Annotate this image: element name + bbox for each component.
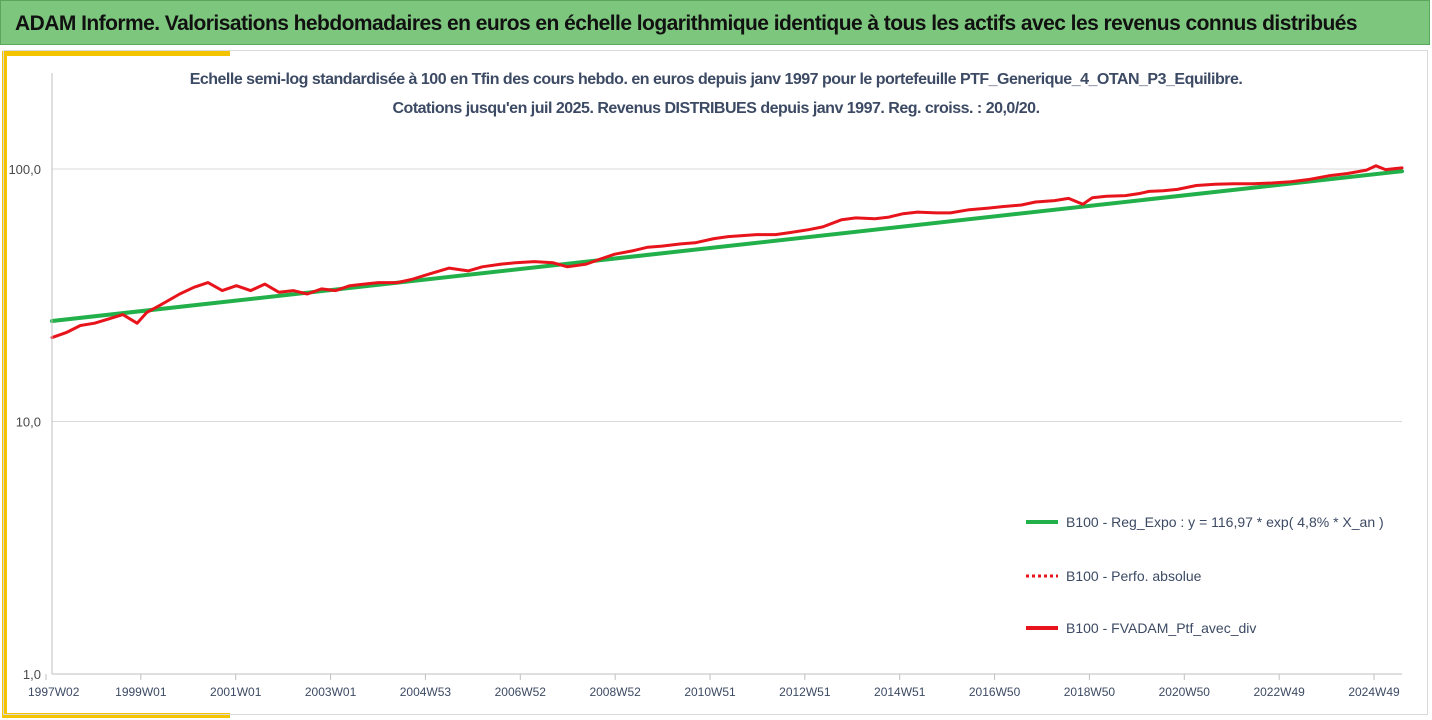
y-tick-label: 10,0 [16, 415, 41, 430]
chart-frame [3, 50, 1428, 715]
x-tick-label: 2024W49 [1348, 685, 1400, 699]
x-tick-label: 2004W53 [400, 685, 452, 699]
report-title: ADAM Informe. Valorisations hebdomadaire… [15, 12, 1358, 35]
accent-bar-bottom-left [2, 713, 230, 718]
y-tick-label: 1,0 [23, 667, 41, 682]
x-tick-label: 2006W52 [495, 685, 547, 699]
x-tick-label: 2010W51 [684, 685, 736, 699]
x-tick-label: 2014W51 [874, 685, 926, 699]
legend: B100 - Reg_Expo : y = 116,97 * exp( 4,8%… [1026, 514, 1384, 636]
legend-label: B100 - FVADAM_Ptf_avec_div [1066, 620, 1256, 636]
x-tick-label: 2003W01 [305, 685, 357, 699]
y-tick-label: 100,0 [8, 162, 41, 177]
plot-series [50, 164, 1404, 340]
x-tick-label: 2018W50 [1064, 685, 1116, 699]
accent-bar-left [2, 51, 7, 718]
legend-label: B100 - Perfo. absolue [1066, 568, 1202, 584]
x-tick-label: 1997W02 [28, 685, 80, 699]
gridlines [52, 168, 1402, 423]
x-tick-label: 2020W50 [1159, 685, 1211, 699]
x-tick-label: 2016W50 [969, 685, 1021, 699]
chart-title-line-1: Echelle semi-log standardisée à 100 en T… [189, 71, 1243, 88]
portfolio-line [50, 164, 1404, 340]
x-tick-label: 2022W49 [1253, 685, 1305, 699]
x-tick-label: 2012W51 [779, 685, 831, 699]
header-banner: ADAM Informe. Valorisations hebdomadaire… [0, 0, 1430, 45]
accent-bar-top-left [2, 51, 230, 56]
regression-line [50, 169, 1404, 323]
axes: 1,0 10,0 100,0 1997W02 1999W01 2001W01 2003W01… [8, 73, 1402, 699]
legend-label: B100 - Reg_Expo : y = 116,97 * exp( 4,8%… [1066, 514, 1384, 530]
x-tick-label: 2008W52 [589, 685, 641, 699]
chart-title-line-2: Cotations jusqu'en juil 2025. Revenus DI… [392, 100, 1040, 117]
x-tick-label: 2001W01 [210, 685, 262, 699]
x-tick-label: 1999W01 [115, 685, 167, 699]
